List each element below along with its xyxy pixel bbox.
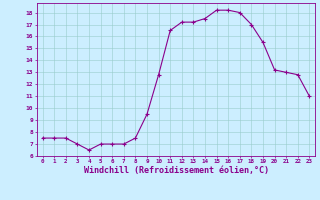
- X-axis label: Windchill (Refroidissement éolien,°C): Windchill (Refroidissement éolien,°C): [84, 166, 268, 175]
